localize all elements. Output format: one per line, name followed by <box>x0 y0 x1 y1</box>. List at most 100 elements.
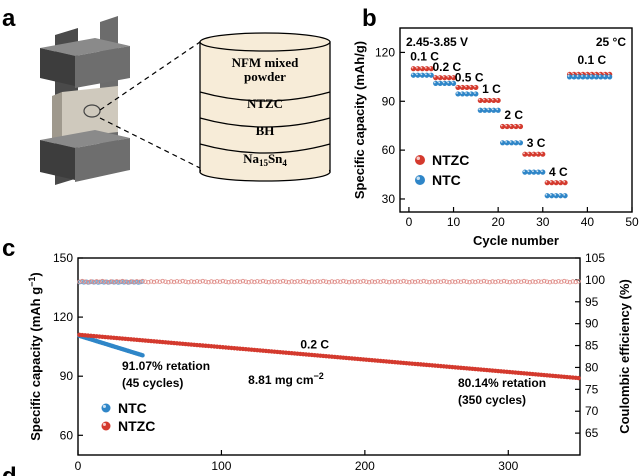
ce-point <box>88 279 94 284</box>
data-point-ntzc <box>526 151 532 157</box>
data-point-ntc <box>593 74 599 80</box>
ce-point <box>481 278 487 284</box>
cycling-chart: 0 100 200 300 60 90 120 150 65 70 75 80 85 90 95 100 105… <box>27 251 632 473</box>
ce-point <box>432 279 438 285</box>
data-point-ntc <box>495 107 501 113</box>
data-point-ntzc-shine <box>558 180 561 183</box>
ce-point <box>309 279 314 284</box>
data-point-ntzc-shine <box>518 124 521 127</box>
x-tick-label: 300 <box>498 459 518 473</box>
legend-marker-ntzc-shine <box>416 156 420 160</box>
data-point-ntc-shine <box>607 75 610 77</box>
data-point-ntzc <box>437 75 443 81</box>
ce-point <box>441 278 446 284</box>
ce-point <box>275 279 280 284</box>
ce-point <box>111 279 117 285</box>
data-point-ntzc <box>535 151 541 157</box>
ce-point <box>409 279 415 284</box>
capacity-point <box>576 375 581 381</box>
ce-point <box>407 279 412 285</box>
press-die-illustration <box>40 16 130 185</box>
ce-point <box>516 279 521 284</box>
ce-point <box>513 279 518 285</box>
ce-point <box>335 279 340 284</box>
ce-point <box>206 279 211 285</box>
ce-point <box>541 278 547 284</box>
y2-axis-label: Coulombic efficiency (%) <box>617 279 632 434</box>
ce-point <box>544 279 550 284</box>
ce-point <box>539 279 544 285</box>
ce-point <box>556 279 561 284</box>
ce-point <box>306 279 312 285</box>
ce-point <box>160 278 165 284</box>
data-point-ntc <box>410 72 416 78</box>
ce-point <box>166 279 171 285</box>
data-point-ntc <box>531 169 537 175</box>
data-point-ntzc <box>513 123 519 130</box>
data-point-ntc <box>526 169 532 175</box>
ce-point <box>252 279 257 285</box>
ce-point <box>226 279 231 285</box>
ce-point <box>358 279 363 285</box>
ce-point <box>475 279 481 284</box>
ce-point <box>369 279 375 284</box>
panel-d-label: d <box>2 463 17 476</box>
data-point-ntzc-shine <box>496 98 499 101</box>
data-point-ntzc <box>473 84 479 91</box>
data-point-ntc-shine <box>518 140 521 143</box>
ce-point <box>372 279 378 285</box>
ce-point <box>484 279 489 284</box>
data-point-ntc-shine <box>451 81 454 84</box>
data-point-ntc-shine <box>590 75 592 77</box>
x-tick-label: 100 <box>211 459 231 473</box>
y-tick-label: 120 <box>375 45 395 59</box>
y2-tick-label: 105 <box>585 251 605 265</box>
y2-tick-label: 75 <box>585 382 599 396</box>
ce-point <box>352 279 358 285</box>
data-point-ntc-shine <box>447 81 450 84</box>
rate-label: 0.1 C <box>410 50 439 64</box>
ce-point <box>123 279 128 284</box>
data-point-ntzc <box>486 97 492 104</box>
ce-point <box>418 279 423 285</box>
data-point-ntc-shine <box>527 170 530 173</box>
y2-tick-label: 85 <box>585 339 599 353</box>
data-point-ntzc-shine <box>442 75 445 78</box>
data-point-ntzc <box>558 180 564 186</box>
data-point-ntzc-shine <box>549 180 552 183</box>
ce-point <box>209 279 214 284</box>
ce-point <box>338 279 343 285</box>
y-axis-label: Specific capacity (mAh/g) <box>352 41 367 199</box>
x-tick-label: 40 <box>581 215 595 229</box>
data-point-ntc <box>433 80 439 86</box>
data-point-ntc-shine <box>411 73 414 76</box>
ce-point <box>318 279 323 285</box>
data-point-ntc <box>513 140 519 146</box>
x-tick-label: 10 <box>447 215 461 229</box>
ce-point <box>378 279 383 285</box>
ce-point <box>389 279 395 284</box>
ce-point <box>298 279 303 285</box>
ce-point <box>229 279 234 284</box>
data-point-ntc-shine <box>442 81 445 84</box>
ce-point <box>562 278 567 284</box>
ce-point <box>148 279 154 284</box>
chart-b-frame <box>399 27 633 213</box>
data-point-ntc <box>535 169 541 175</box>
ce-point <box>550 279 555 284</box>
data-point-ntc <box>517 140 524 146</box>
data-point-ntzc <box>544 180 550 186</box>
ce-point <box>94 279 99 284</box>
data-point-ntzc-shine <box>576 72 579 75</box>
data-point-ntc-shine <box>536 170 539 173</box>
ce-point <box>269 279 274 284</box>
data-point-ntzc-shine <box>451 75 454 78</box>
data-point-ntzc-shine <box>509 124 512 127</box>
y-axis-label-end: ) <box>28 272 43 276</box>
ce-point <box>323 279 329 284</box>
data-point-ntc <box>442 80 448 86</box>
ce-point <box>303 279 309 284</box>
ce-point <box>263 279 269 284</box>
ce-point <box>169 279 174 284</box>
ce-point <box>315 279 320 284</box>
